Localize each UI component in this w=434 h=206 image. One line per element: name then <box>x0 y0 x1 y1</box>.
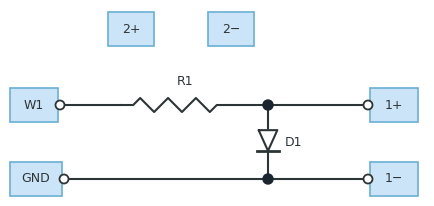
FancyBboxPatch shape <box>10 162 62 196</box>
Text: 2−: 2− <box>221 22 240 35</box>
Circle shape <box>263 100 273 110</box>
Text: 1+: 1+ <box>384 98 402 111</box>
FancyBboxPatch shape <box>10 88 58 122</box>
Polygon shape <box>258 130 277 151</box>
Circle shape <box>263 174 273 184</box>
FancyBboxPatch shape <box>369 88 417 122</box>
FancyBboxPatch shape <box>369 162 417 196</box>
Circle shape <box>363 101 372 110</box>
Text: GND: GND <box>22 172 50 185</box>
Text: D1: D1 <box>284 137 302 150</box>
Text: R1: R1 <box>176 75 193 88</box>
Text: 2+: 2+ <box>122 22 140 35</box>
Circle shape <box>59 174 68 184</box>
Circle shape <box>56 101 64 110</box>
FancyBboxPatch shape <box>207 12 253 46</box>
Text: 1−: 1− <box>384 172 402 185</box>
Circle shape <box>363 174 372 184</box>
FancyBboxPatch shape <box>108 12 154 46</box>
Text: W1: W1 <box>24 98 44 111</box>
